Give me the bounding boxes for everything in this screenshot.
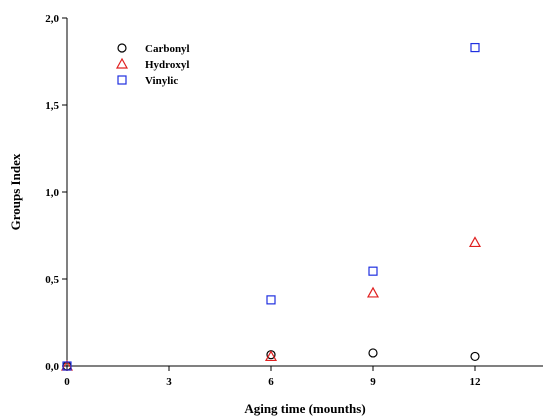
x-tick-label: 9	[370, 376, 376, 388]
carbonyl-point	[470, 351, 480, 362]
x-tick-label: 6	[268, 376, 274, 388]
hydroxyl-point	[264, 350, 278, 362]
ticks: 0,0 0,5 1,0 1,5 2,0 0 3 6 9 12	[45, 13, 481, 388]
hydroxyl-legend-icon	[115, 57, 129, 69]
vinylic-point	[62, 361, 72, 371]
vinylic-legend-label: Vinylic	[145, 75, 178, 87]
axes	[66, 18, 543, 367]
vinylic-point	[266, 295, 276, 305]
y-tick-label: 1,0	[45, 187, 59, 199]
carbonyl-legend-icon	[117, 43, 127, 53]
hydroxyl-point	[366, 286, 380, 298]
x-tick-label: 3	[166, 376, 172, 388]
vinylic-legend-icon	[117, 75, 127, 85]
x-axis-title: Aging time (mounths)	[244, 401, 365, 416]
carbonyl-legend-label: Carbonyl	[145, 43, 190, 55]
vinylic-point	[470, 42, 480, 53]
y-tick-label: 1,5	[45, 100, 59, 112]
hydroxyl-legend-label: Hydroxyl	[145, 59, 189, 71]
vinylic-point	[368, 266, 378, 276]
y-tick-label: 0,5	[45, 274, 59, 286]
hydroxyl-point	[468, 236, 482, 248]
x-tick-label: 0	[64, 376, 70, 388]
y-axis-title: Groups Index	[8, 153, 23, 230]
data-marks	[60, 42, 482, 371]
x-tick-label: 12	[470, 376, 482, 388]
legend: Carbonyl Hydroxyl Vinylic	[115, 43, 190, 87]
y-tick-label: 0,0	[45, 361, 59, 373]
y-tick-label: 2,0	[45, 13, 59, 25]
carbonyl-point	[368, 348, 378, 358]
